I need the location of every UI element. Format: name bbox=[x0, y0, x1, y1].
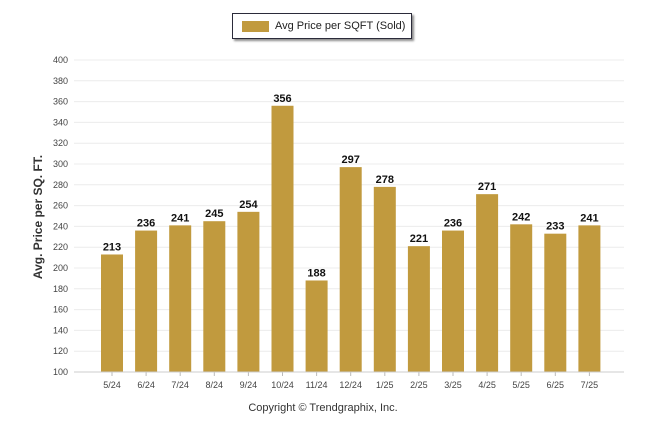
bar-5-24 bbox=[101, 254, 123, 372]
x-tick-label: 7/25 bbox=[581, 380, 599, 390]
y-tick-label: 160 bbox=[53, 305, 68, 315]
x-tick-label: 6/25 bbox=[547, 380, 565, 390]
y-tick-label: 200 bbox=[53, 263, 68, 273]
y-tick-label: 320 bbox=[53, 138, 68, 148]
bar-6-24 bbox=[135, 230, 158, 372]
y-tick-label: 300 bbox=[53, 159, 68, 169]
bar-4-25 bbox=[476, 194, 499, 372]
bars bbox=[101, 105, 601, 372]
y-tick-label: 220 bbox=[53, 242, 68, 252]
data-label: 242 bbox=[512, 211, 530, 223]
legend: Avg Price per SQFT (Sold) bbox=[232, 13, 412, 39]
bar-12-24 bbox=[339, 167, 362, 372]
y-tick-label: 100 bbox=[53, 367, 68, 377]
bar-11-24 bbox=[305, 280, 328, 372]
data-label: 271 bbox=[478, 181, 496, 193]
data-label: 356 bbox=[273, 93, 291, 105]
data-label: 297 bbox=[342, 154, 360, 166]
y-tick-label: 280 bbox=[53, 180, 68, 190]
bar-6-25 bbox=[544, 233, 567, 372]
legend-label: Avg Price per SQFT (Sold) bbox=[275, 20, 406, 32]
data-label: 213 bbox=[103, 241, 121, 253]
copyright-text: Copyright © Trendgraphix, Inc. bbox=[248, 402, 398, 414]
x-tick-label: 5/24 bbox=[103, 380, 121, 390]
bar-5-25 bbox=[510, 224, 533, 372]
bar-7-25 bbox=[578, 225, 601, 372]
x-tick-label: 1/25 bbox=[376, 380, 394, 390]
data-label: 236 bbox=[137, 218, 155, 230]
y-tick-label: 120 bbox=[53, 346, 68, 356]
y-tick-label: 360 bbox=[53, 97, 68, 107]
x-tick-label: 4/25 bbox=[478, 380, 496, 390]
y-tick-label: 340 bbox=[53, 117, 68, 127]
data-label: 236 bbox=[444, 218, 462, 230]
data-label: 233 bbox=[546, 221, 564, 233]
x-tick-label: 2/25 bbox=[410, 380, 428, 390]
y-tick-label: 180 bbox=[53, 284, 68, 294]
data-label: 188 bbox=[307, 267, 325, 279]
data-label: 241 bbox=[171, 212, 189, 224]
x-tick-label: 9/24 bbox=[240, 380, 258, 390]
y-tick-label: 380 bbox=[53, 76, 68, 86]
y-tick-label: 240 bbox=[53, 221, 68, 231]
data-labels: 213 236 241 245 254 356 188 297 278 221 236 271 242 2… bbox=[103, 93, 599, 280]
x-tick-label: 12/24 bbox=[339, 380, 362, 390]
bar-10-24 bbox=[271, 105, 294, 372]
legend-swatch bbox=[242, 20, 269, 32]
y-tick-label: 400 bbox=[53, 55, 68, 65]
data-label: 221 bbox=[410, 233, 428, 245]
data-label: 245 bbox=[205, 208, 223, 220]
bar-2-25 bbox=[407, 246, 430, 372]
bar-9-24 bbox=[237, 211, 260, 372]
y-axis-ticks: 100 120 140 160 180 200 220 240 260 280 300 320 340 3… bbox=[53, 55, 68, 377]
x-tick-label: 5/25 bbox=[512, 380, 530, 390]
x-tick-label: 8/24 bbox=[206, 380, 224, 390]
data-label: 278 bbox=[376, 174, 394, 186]
x-tick-label: 11/24 bbox=[306, 380, 328, 390]
x-tick-label: 10/24 bbox=[271, 380, 294, 390]
bar-7-24 bbox=[169, 225, 192, 372]
data-label: 241 bbox=[580, 212, 598, 224]
y-tick-label: 260 bbox=[53, 201, 68, 211]
bar-1-25 bbox=[373, 186, 396, 372]
x-axis-ticks: 5/24 6/24 7/24 8/24 9/24 10/24 11/24 12/24 1/25 2… bbox=[103, 372, 598, 390]
data-label: 254 bbox=[239, 199, 258, 211]
x-tick-label: 7/24 bbox=[171, 380, 189, 390]
bar-8-24 bbox=[203, 221, 226, 372]
x-tick-label: 3/25 bbox=[444, 380, 462, 390]
y-tick-label: 140 bbox=[53, 325, 68, 335]
y-axis-title: Avg. Price per SQ. FT. bbox=[31, 155, 45, 279]
bar-3-25 bbox=[442, 230, 464, 372]
x-tick-label: 6/24 bbox=[137, 380, 155, 390]
